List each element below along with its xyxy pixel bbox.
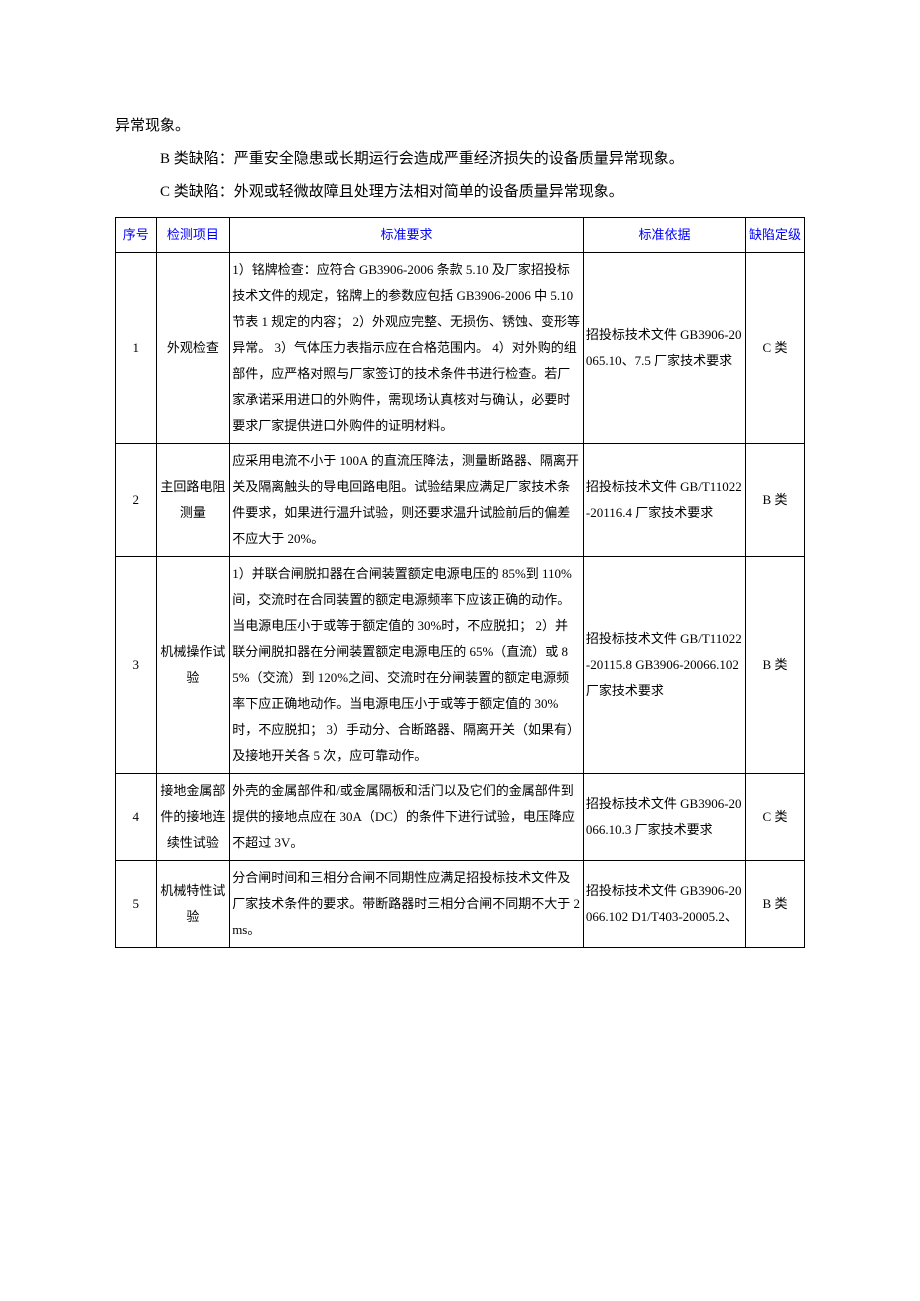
cell-grade: B 类 xyxy=(746,861,805,948)
table-row: 5 机械特性试验 分合闸时间和三相分合闸不同期性应满足招投标技术文件及厂家技术条… xyxy=(116,861,805,948)
table-row: 3 机械操作试验 1）并联合闸脱扣器在合闸装置额定电源电压的 85%到 110%… xyxy=(116,557,805,774)
table-row: 2 主回路电阻测量 应采用电流不小于 100A 的直流压降法，测量断路器、隔离开… xyxy=(116,444,805,557)
cell-req: 1）并联合闸脱扣器在合闸装置额定电源电压的 85%到 110%间，交流时在合同装… xyxy=(230,557,584,774)
header-item: 检测项目 xyxy=(156,218,230,253)
cell-item: 机械操作试验 xyxy=(156,557,230,774)
header-req: 标准要求 xyxy=(230,218,584,253)
cell-seq: 5 xyxy=(116,861,157,948)
cell-basis: 招投标技术文件 GB3906-20066.10.3 厂家技术要求 xyxy=(583,774,745,861)
header-basis: 标准依据 xyxy=(583,218,745,253)
intro-line-1: 异常现象。 xyxy=(115,110,805,143)
cell-item: 主回路电阻测量 xyxy=(156,444,230,557)
table-row: 1 外观检查 1）铭牌检查：应符合 GB3906-2006 条款 5.10 及厂… xyxy=(116,253,805,444)
intro-line-3: C 类缺陷：外观或轻微故障且处理方法相对简单的设备质量异常现象。 xyxy=(115,176,805,209)
cell-req: 分合闸时间和三相分合闸不同期性应满足招投标技术文件及厂家技术条件的要求。带断路器… xyxy=(230,861,584,948)
cell-seq: 3 xyxy=(116,557,157,774)
cell-seq: 2 xyxy=(116,444,157,557)
cell-grade: B 类 xyxy=(746,557,805,774)
cell-grade: C 类 xyxy=(746,253,805,444)
cell-basis: 招投标技术文件 GB3906-20065.10、7.5 厂家技术要求 xyxy=(583,253,745,444)
cell-item: 接地金属部件的接地连续性试验 xyxy=(156,774,230,861)
table-row: 4 接地金属部件的接地连续性试验 外壳的金属部件和/或金属隔板和活门以及它们的金… xyxy=(116,774,805,861)
table-body: 1 外观检查 1）铭牌检查：应符合 GB3906-2006 条款 5.10 及厂… xyxy=(116,253,805,948)
defect-table: 序号 检测项目 标准要求 标准依据 缺陷定级 1 外观检查 1）铭牌检查：应符合… xyxy=(115,217,805,948)
cell-item: 机械特性试验 xyxy=(156,861,230,948)
cell-basis: 招投标技术文件 GB/T11022-20115.8 GB3906-20066.1… xyxy=(583,557,745,774)
table-header-row: 序号 检测项目 标准要求 标准依据 缺陷定级 xyxy=(116,218,805,253)
cell-req: 应采用电流不小于 100A 的直流压降法，测量断路器、隔离开关及隔离触头的导电回… xyxy=(230,444,584,557)
header-grade: 缺陷定级 xyxy=(746,218,805,253)
cell-req: 外壳的金属部件和/或金属隔板和活门以及它们的金属部件到提供的接地点应在 30A（… xyxy=(230,774,584,861)
cell-req: 1）铭牌检查：应符合 GB3906-2006 条款 5.10 及厂家招投标技术文… xyxy=(230,253,584,444)
cell-seq: 4 xyxy=(116,774,157,861)
intro-line-2: B 类缺陷：严重安全隐患或长期运行会造成严重经济损失的设备质量异常现象。 xyxy=(115,143,805,176)
cell-grade: B 类 xyxy=(746,444,805,557)
header-seq: 序号 xyxy=(116,218,157,253)
cell-basis: 招投标技术文件 GB3906-20066.102 D1/T403-20005.2… xyxy=(583,861,745,948)
cell-basis: 招投标技术文件 GB/T11022-20116.4 厂家技术要求 xyxy=(583,444,745,557)
cell-item: 外观检查 xyxy=(156,253,230,444)
cell-seq: 1 xyxy=(116,253,157,444)
cell-grade: C 类 xyxy=(746,774,805,861)
